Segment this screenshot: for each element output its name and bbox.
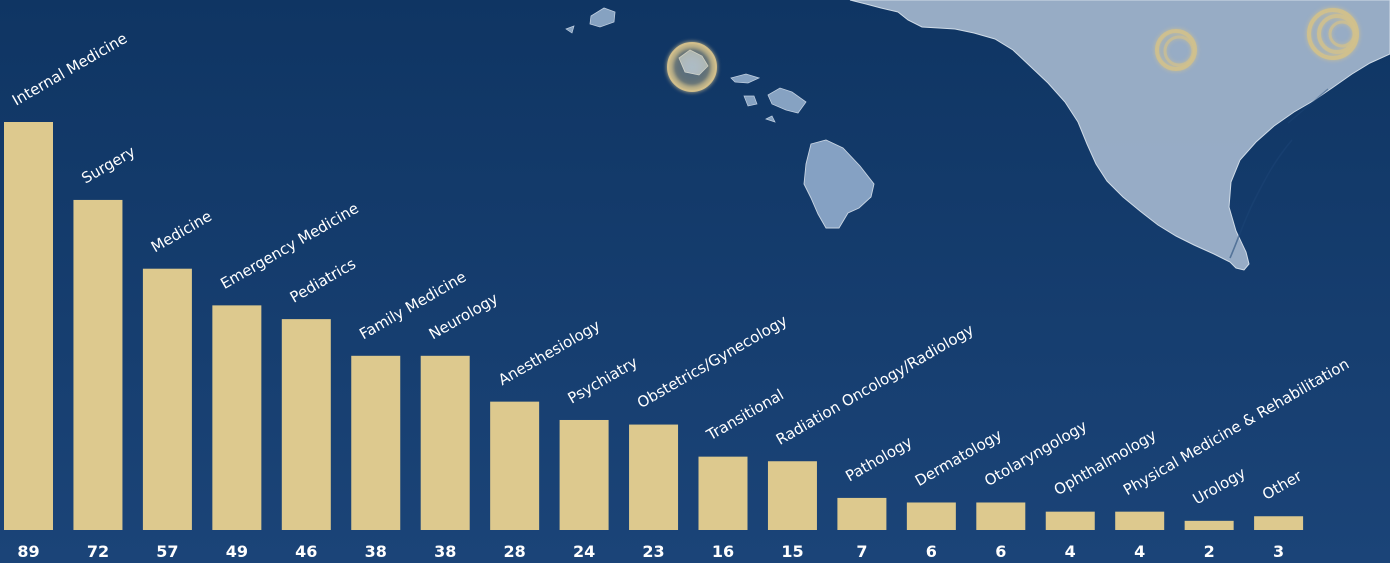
hawaii-niihau-shape (565, 25, 575, 34)
value-label-18: 2 (1204, 542, 1215, 561)
value-label-4: 49 (226, 542, 248, 561)
bar-7 (420, 355, 470, 530)
value-label-10: 23 (642, 542, 664, 561)
bar-9 (559, 419, 609, 530)
bar-1 (4, 122, 53, 530)
value-label-1: 89 (17, 542, 39, 561)
bar-10 (629, 424, 679, 530)
value-label-5: 46 (295, 542, 317, 561)
hawaii-big-island-shape (803, 139, 875, 229)
value-labels-layer: 89 72 57 49 46 38 38 28 24 23 16 15 7 6 6 4 4 2 3 (17, 542, 1284, 561)
hawaii-kauai-shape (589, 7, 616, 28)
value-label-14: 6 (926, 542, 937, 561)
value-label-19: 3 (1273, 542, 1284, 561)
bar-4 (212, 305, 262, 530)
value-label-2: 72 (87, 542, 109, 561)
bar-5 (281, 319, 331, 530)
map-shoreline-detail (1229, 139, 1293, 259)
bar-6 (351, 355, 401, 530)
bars-layer (4, 122, 1304, 530)
value-label-12: 15 (781, 542, 803, 561)
value-label-9: 24 (573, 542, 595, 561)
location-marker-oahu (667, 42, 717, 92)
bar-12 (767, 461, 817, 530)
value-label-11: 16 (712, 542, 734, 561)
location-marker-dallas (1155, 29, 1197, 71)
map-shoreline-detail-2 (1287, 88, 1329, 124)
bar-15 (976, 502, 1026, 530)
bar-16 (1045, 511, 1095, 530)
location-marker-houston (1307, 8, 1359, 60)
bar-19 (1254, 516, 1304, 530)
hawaii-molokai-shape (730, 73, 761, 84)
value-label-3: 57 (156, 542, 178, 561)
hawaii-lanai-shape (743, 95, 758, 107)
bar-8 (490, 401, 540, 530)
bar-17 (1115, 511, 1165, 530)
bar-14 (906, 502, 956, 530)
value-label-15: 6 (995, 542, 1006, 561)
value-label-13: 7 (856, 542, 867, 561)
bar-18 (1184, 520, 1234, 530)
background-map-layer (565, 0, 1390, 271)
texas-gulf-coast-shape (849, 0, 1390, 271)
bar-11 (698, 456, 748, 530)
bar-2 (73, 199, 123, 530)
value-label-16: 4 (1065, 542, 1076, 561)
value-label-7: 38 (434, 542, 456, 561)
hawaii-maui-shape (767, 87, 807, 114)
bar-13 (837, 497, 887, 530)
value-label-6: 38 (365, 542, 387, 561)
value-label-17: 4 (1134, 542, 1145, 561)
hawaii-kahoolawe-shape (765, 115, 776, 123)
value-label-8: 28 (504, 542, 526, 561)
bar-3 (142, 268, 192, 530)
